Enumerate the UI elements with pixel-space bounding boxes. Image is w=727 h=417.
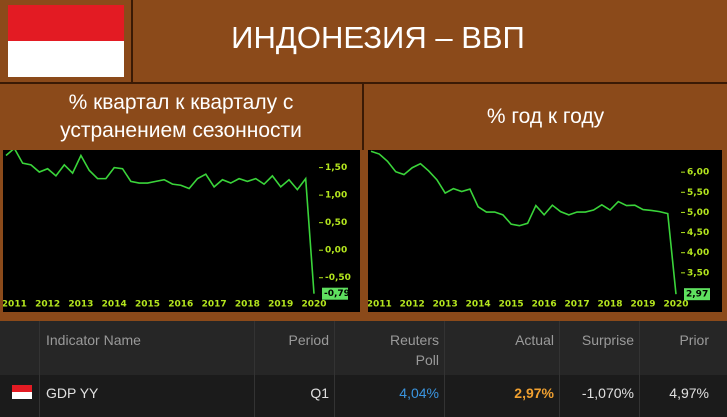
header: ИНДОНЕЗИЯ – ВВП (0, 0, 727, 84)
page-title: ИНДОНЕЗИЯ – ВВП (231, 20, 525, 55)
x-tick-label: 2012 (400, 300, 425, 310)
header-row (0, 321, 727, 375)
column-separator (334, 321, 335, 417)
table-cell: Q1 (310, 385, 329, 401)
x-tick-label: 2015 (499, 300, 524, 310)
table-cell: 4,97% (669, 385, 709, 401)
value-label-bg (322, 287, 348, 300)
column-header: Reuters Poll (389, 332, 439, 368)
chart-title: % квартал к кварталу с устранением сезон… (60, 91, 302, 142)
table: Indicator Name Period Reuters Poll Actual Su… (0, 321, 727, 417)
column-separator (444, 321, 445, 417)
y-tick-label: 4,00 (687, 248, 709, 258)
x-tick-label: 2011 (3, 300, 27, 310)
y-tick-label: 0,00 (325, 246, 347, 256)
x-tick-label: 2011 (368, 300, 392, 310)
table-cell: 4,04% (399, 385, 439, 401)
x-tick-label: 2018 (598, 300, 623, 310)
table-cell: -1,070% (581, 385, 634, 401)
x-tick-label: 2014 (102, 300, 127, 310)
x-tick-label: 2015 (135, 300, 160, 310)
divider (362, 84, 364, 150)
x-tick-label: 2019 (630, 300, 655, 310)
column-header: Actual (515, 332, 554, 348)
x-tick-label: 2020 (301, 300, 326, 310)
column-separator (254, 321, 255, 417)
line (5, 150, 315, 294)
table-cell: GDP YY (46, 385, 99, 401)
line (370, 150, 677, 295)
column-separator (39, 321, 40, 417)
y-tick-label: -0,50 (325, 273, 351, 283)
x-tick-label: 2018 (235, 300, 260, 310)
y-tick-label: 6,00 (687, 168, 709, 178)
x-tick-label: 2017 (565, 300, 590, 310)
chart: 1,50 1,00 0,50 0,00 -0,50 2011 2012 2013 2014 201… (3, 150, 360, 312)
plot-bg (368, 150, 722, 312)
flag (8, 5, 124, 41)
x-tick-label: 2013 (68, 300, 93, 310)
divider (131, 0, 133, 82)
flag-icon (12, 385, 32, 392)
column-header: Indicator Name (46, 332, 141, 348)
x-tick-label: 2016 (168, 300, 193, 310)
column-header: Surprise (581, 332, 634, 348)
column-header: Prior (679, 332, 709, 348)
column-separator (559, 321, 560, 417)
y-tick-label: 0,50 (325, 218, 347, 228)
x-tick-label: 2014 (466, 300, 491, 310)
y-tick-label: 1,50 (325, 163, 347, 173)
x-tick-label: 2012 (35, 300, 60, 310)
x-tick-label: 2016 (532, 300, 557, 310)
plot-bg (3, 150, 360, 312)
flag-icon (12, 392, 32, 399)
table-cell: 2,97% (514, 385, 554, 401)
column-header: Period (288, 332, 329, 348)
y-tick-label: 5,00 (687, 208, 709, 218)
chart-title: % год к году (486, 105, 605, 128)
column-separator (639, 321, 640, 417)
value-label: 2,97 (686, 290, 708, 300)
x-tick-label: 2013 (433, 300, 458, 310)
y-tick-label: 3,50 (687, 268, 709, 278)
y-tick-label: 5,50 (687, 188, 709, 198)
chart: 6,00 5,50 5,00 4,50 4,00 3,50 2011 2012 2013 2014… (368, 150, 722, 312)
flag (8, 41, 124, 77)
x-tick-label: 2020 (663, 300, 688, 310)
y-tick-label: 4,50 (687, 228, 709, 238)
y-tick-label: 1,00 (325, 191, 347, 201)
x-tick-label: 2017 (202, 300, 227, 310)
value-label-bg (684, 288, 710, 301)
x-tick-label: 2019 (268, 300, 293, 310)
value-label: -0,79 (324, 289, 350, 299)
